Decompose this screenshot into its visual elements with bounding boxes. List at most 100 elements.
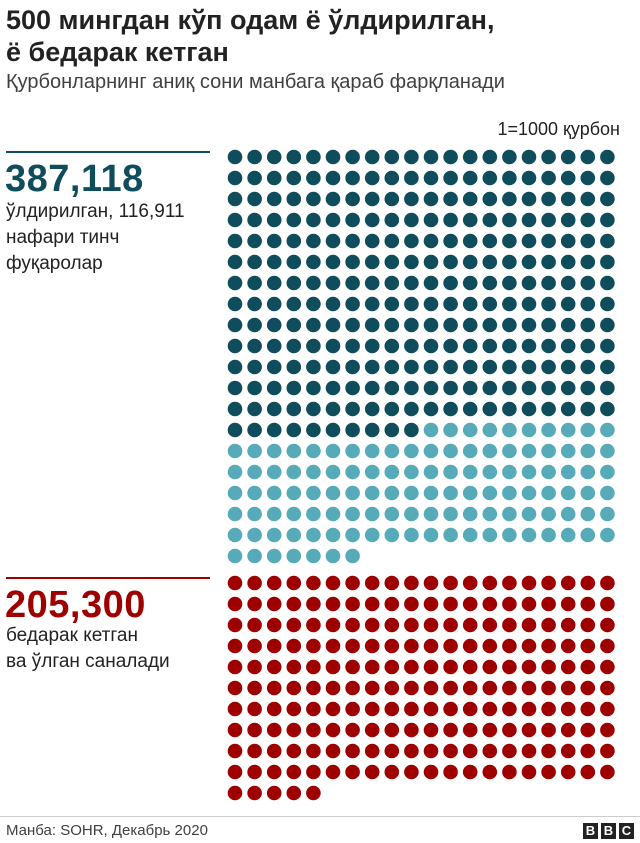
missing-dot	[502, 764, 517, 780]
civilians-dot	[266, 506, 282, 522]
killed-dot	[482, 317, 498, 333]
civilians-dot	[384, 527, 400, 543]
killed-dot	[325, 317, 341, 333]
killed-dot	[364, 170, 380, 186]
missing-total-value: 205,300	[5, 584, 146, 626]
civilians-dot	[521, 506, 537, 522]
killed-dot	[462, 338, 478, 354]
missing-dot	[325, 659, 341, 675]
missing-dot	[580, 596, 596, 612]
missing-dot	[462, 722, 478, 738]
civilians-dot	[404, 527, 419, 543]
killed-dot	[502, 380, 517, 396]
killed-dot	[247, 233, 262, 249]
killed-dot	[560, 149, 576, 165]
missing-dot	[364, 764, 380, 780]
killed-dot	[404, 254, 419, 270]
killed-dot	[600, 191, 615, 207]
killed-dot	[482, 275, 498, 291]
killed-dot	[502, 338, 517, 354]
civilians-dot	[364, 527, 380, 543]
missing-dot	[227, 701, 243, 717]
missing-dot	[325, 575, 341, 591]
killed-dot	[521, 359, 537, 375]
killed-dot	[482, 212, 498, 228]
civilians-dot	[404, 506, 419, 522]
killed-dot	[443, 254, 458, 270]
killed-dot	[600, 212, 615, 228]
missing-dot	[521, 722, 537, 738]
missing-dot	[247, 617, 262, 633]
missing-dot	[227, 596, 243, 612]
missing-dot	[325, 617, 341, 633]
missing-dot	[462, 680, 478, 696]
killed-dot	[227, 233, 243, 249]
missing-dot	[443, 743, 458, 759]
killed-dot	[345, 212, 360, 228]
missing-description-line-1: бедарак кетган	[6, 625, 138, 646]
civilians-dot	[482, 506, 498, 522]
killed-dot	[462, 380, 478, 396]
killed-dot	[345, 380, 360, 396]
killed-dot	[443, 212, 458, 228]
killed-dot	[482, 191, 498, 207]
killed-dot	[423, 296, 439, 312]
killed-dot	[227, 401, 243, 417]
killed-dot	[541, 359, 556, 375]
missing-dot	[600, 596, 615, 612]
killed-dot	[560, 212, 576, 228]
missing-dot	[384, 638, 400, 654]
missing-dot	[404, 722, 419, 738]
missing-dot	[266, 659, 282, 675]
missing-dot	[600, 638, 615, 654]
civilians-dot	[286, 548, 302, 564]
missing-dot	[521, 701, 537, 717]
civilians-dot	[600, 506, 615, 522]
killed-dot	[384, 401, 400, 417]
missing-dot	[266, 701, 282, 717]
civilians-dot	[306, 443, 321, 459]
missing-dot	[462, 743, 478, 759]
civilians-dot	[580, 506, 596, 522]
killed-dot	[423, 170, 439, 186]
killed-dot	[443, 149, 458, 165]
civilians-dot	[580, 422, 596, 438]
missing-dot	[227, 743, 243, 759]
missing-dot	[266, 596, 282, 612]
civilians-dot	[227, 548, 243, 564]
civilians-dot	[600, 527, 615, 543]
civilians-dot	[502, 506, 517, 522]
killed-dot	[306, 233, 321, 249]
missing-dot	[502, 659, 517, 675]
killed-dot	[560, 254, 576, 270]
killed-dot	[286, 317, 302, 333]
killed-dot	[482, 296, 498, 312]
civilians-dot	[306, 548, 321, 564]
civilians-dot	[384, 485, 400, 501]
killed-dot	[541, 254, 556, 270]
killed-dot	[462, 233, 478, 249]
killed-description-line-1: ўлдирилган, 116,911	[6, 201, 185, 222]
killed-dot	[404, 422, 419, 438]
killed-dot	[364, 233, 380, 249]
missing-dot	[541, 701, 556, 717]
killed-dot	[227, 380, 243, 396]
killed-dot	[423, 338, 439, 354]
missing-dot	[266, 680, 282, 696]
civilians-dot	[384, 464, 400, 480]
killed-dot	[227, 317, 243, 333]
missing-dot	[560, 722, 576, 738]
missing-dot	[502, 743, 517, 759]
killed-dot	[404, 317, 419, 333]
missing-dot	[580, 722, 596, 738]
missing-dot	[560, 596, 576, 612]
missing-dot	[521, 764, 537, 780]
missing-dot	[404, 659, 419, 675]
missing-dot	[600, 617, 615, 633]
missing-dot	[404, 638, 419, 654]
killed-dot	[443, 233, 458, 249]
killed-dot	[325, 233, 341, 249]
missing-dot	[325, 680, 341, 696]
killed-dot	[384, 254, 400, 270]
missing-dot	[541, 659, 556, 675]
